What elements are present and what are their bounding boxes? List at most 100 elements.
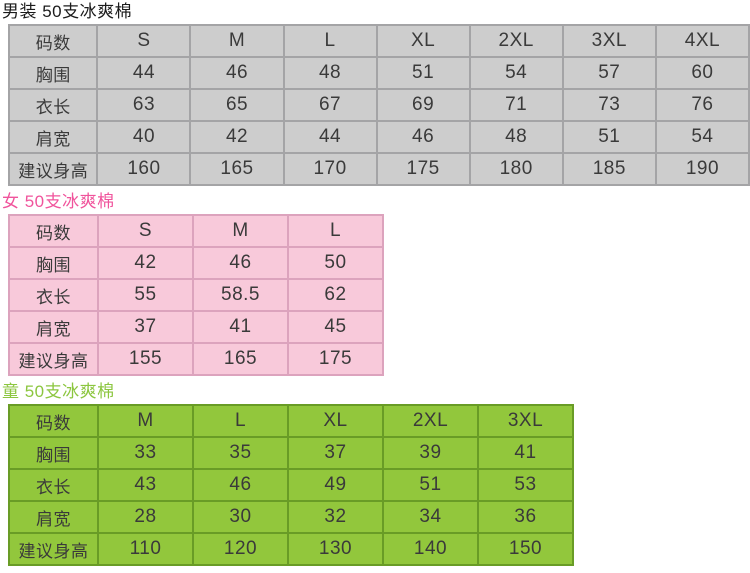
value-cell: 185: [561, 152, 657, 186]
value-cell: 43: [97, 468, 194, 502]
table-row: 衣长 43 46 49 51 53: [8, 468, 574, 502]
value-cell: 76: [654, 88, 750, 122]
womens-size-table: 码数 S M L 胸围 42 46 50 衣长 55 58.5 62 肩宽 37 41 45 建议身高 155 16…: [8, 214, 384, 376]
corner-header-cell: 码数: [7, 24, 99, 58]
value-cell: 41: [192, 310, 289, 344]
size-header-cell: S: [97, 214, 194, 248]
womens-section-title: 女 50支冰爽棉: [2, 192, 115, 211]
value-cell: 65: [189, 88, 285, 122]
row-label-cell: 衣长: [7, 88, 99, 122]
header-row: 码数 M L XL 2XL 3XL: [8, 404, 574, 438]
value-cell: 48: [282, 56, 378, 90]
value-cell: 37: [97, 310, 194, 344]
value-cell: 175: [375, 152, 471, 186]
size-header-cell: M: [189, 24, 285, 58]
value-cell: 40: [96, 120, 192, 154]
corner-header-cell: 码数: [8, 404, 99, 438]
table-row: 肩宽 37 41 45: [8, 310, 384, 344]
kids-section-title: 童 50支冰爽棉: [2, 382, 115, 401]
value-cell: 140: [382, 532, 479, 566]
size-header-cell: 2XL: [468, 24, 564, 58]
size-header-cell: L: [287, 214, 384, 248]
value-cell: 110: [97, 532, 194, 566]
value-cell: 44: [282, 120, 378, 154]
size-header-cell: L: [282, 24, 378, 58]
table-row: 胸围 44 46 48 51 54 57 60: [7, 56, 750, 90]
value-cell: 41: [477, 436, 574, 470]
value-cell: 50: [287, 246, 384, 280]
size-header-cell: M: [192, 214, 289, 248]
value-cell: 62: [287, 278, 384, 312]
value-cell: 45: [287, 310, 384, 344]
value-cell: 46: [189, 56, 285, 90]
value-cell: 71: [468, 88, 564, 122]
womens-table-host: 码数 S M L 胸围 42 46 50 衣长 55 58.5 62 肩宽 37 41 45 建议身高 155 16…: [0, 214, 750, 376]
value-cell: 49: [287, 468, 384, 502]
size-header-cell: 3XL: [561, 24, 657, 58]
value-cell: 165: [192, 342, 289, 376]
value-cell: 165: [189, 152, 285, 186]
value-cell: 34: [382, 500, 479, 534]
corner-header-cell: 码数: [8, 214, 99, 248]
row-label-cell: 胸围: [8, 436, 99, 470]
table-row: 肩宽 28 30 32 34 36: [8, 500, 574, 534]
value-cell: 180: [468, 152, 564, 186]
value-cell: 175: [287, 342, 384, 376]
row-label-cell: 肩宽: [8, 500, 99, 534]
table-row: 衣长 63 65 67 69 71 73 76: [7, 88, 750, 122]
value-cell: 130: [287, 532, 384, 566]
size-header-cell: 2XL: [382, 404, 479, 438]
value-cell: 46: [192, 468, 289, 502]
table-row: 建议身高 155 165 175: [8, 342, 384, 376]
value-cell: 46: [375, 120, 471, 154]
kids-section: 童 50支冰爽棉 码数 M L XL 2XL 3XL 胸围 33 35 37 39 41 衣长 43 46 4…: [0, 382, 750, 566]
value-cell: 55: [97, 278, 194, 312]
value-cell: 155: [97, 342, 194, 376]
row-label-cell: 衣长: [8, 278, 99, 312]
size-header-cell: 4XL: [654, 24, 750, 58]
value-cell: 54: [654, 120, 750, 154]
value-cell: 58.5: [192, 278, 289, 312]
value-cell: 190: [654, 152, 750, 186]
size-header-cell: M: [97, 404, 194, 438]
row-label-cell: 肩宽: [7, 120, 99, 154]
value-cell: 42: [189, 120, 285, 154]
header-row: 码数 S M L: [8, 214, 384, 248]
value-cell: 51: [561, 120, 657, 154]
size-header-cell: XL: [375, 24, 471, 58]
table-row: 建议身高 110 120 130 140 150: [8, 532, 574, 566]
value-cell: 51: [375, 56, 471, 90]
value-cell: 46: [192, 246, 289, 280]
value-cell: 170: [282, 152, 378, 186]
value-cell: 57: [561, 56, 657, 90]
table-row: 衣长 55 58.5 62: [8, 278, 384, 312]
size-header-cell: 3XL: [477, 404, 574, 438]
value-cell: 120: [192, 532, 289, 566]
value-cell: 73: [561, 88, 657, 122]
table-row: 胸围 33 35 37 39 41: [8, 436, 574, 470]
size-header-cell: XL: [287, 404, 384, 438]
value-cell: 67: [282, 88, 378, 122]
value-cell: 36: [477, 500, 574, 534]
kids-size-table: 码数 M L XL 2XL 3XL 胸围 33 35 37 39 41 衣长 43 46 49 51 53 肩宽 28…: [8, 404, 574, 566]
value-cell: 48: [468, 120, 564, 154]
value-cell: 160: [96, 152, 192, 186]
value-cell: 28: [97, 500, 194, 534]
value-cell: 32: [287, 500, 384, 534]
value-cell: 53: [477, 468, 574, 502]
value-cell: 42: [97, 246, 194, 280]
row-label-cell: 胸围: [8, 246, 99, 280]
kids-table-host: 码数 M L XL 2XL 3XL 胸围 33 35 37 39 41 衣长 43 46 49 51 53 肩宽 28…: [0, 404, 750, 566]
row-label-cell: 肩宽: [8, 310, 99, 344]
row-label-cell: 胸围: [7, 56, 99, 90]
value-cell: 39: [382, 436, 479, 470]
womens-section: 女 50支冰爽棉 码数 S M L 胸围 42 46 50 衣长 55 58.5 62 肩宽 37 41 45…: [0, 192, 750, 376]
value-cell: 60: [654, 56, 750, 90]
row-label-cell: 衣长: [8, 468, 99, 502]
table-row: 肩宽 40 42 44 46 48 51 54: [7, 120, 750, 154]
value-cell: 69: [375, 88, 471, 122]
table-row: 建议身高 160 165 170 175 180 185 190: [7, 152, 750, 186]
row-label-cell: 建议身高: [8, 342, 99, 376]
value-cell: 51: [382, 468, 479, 502]
